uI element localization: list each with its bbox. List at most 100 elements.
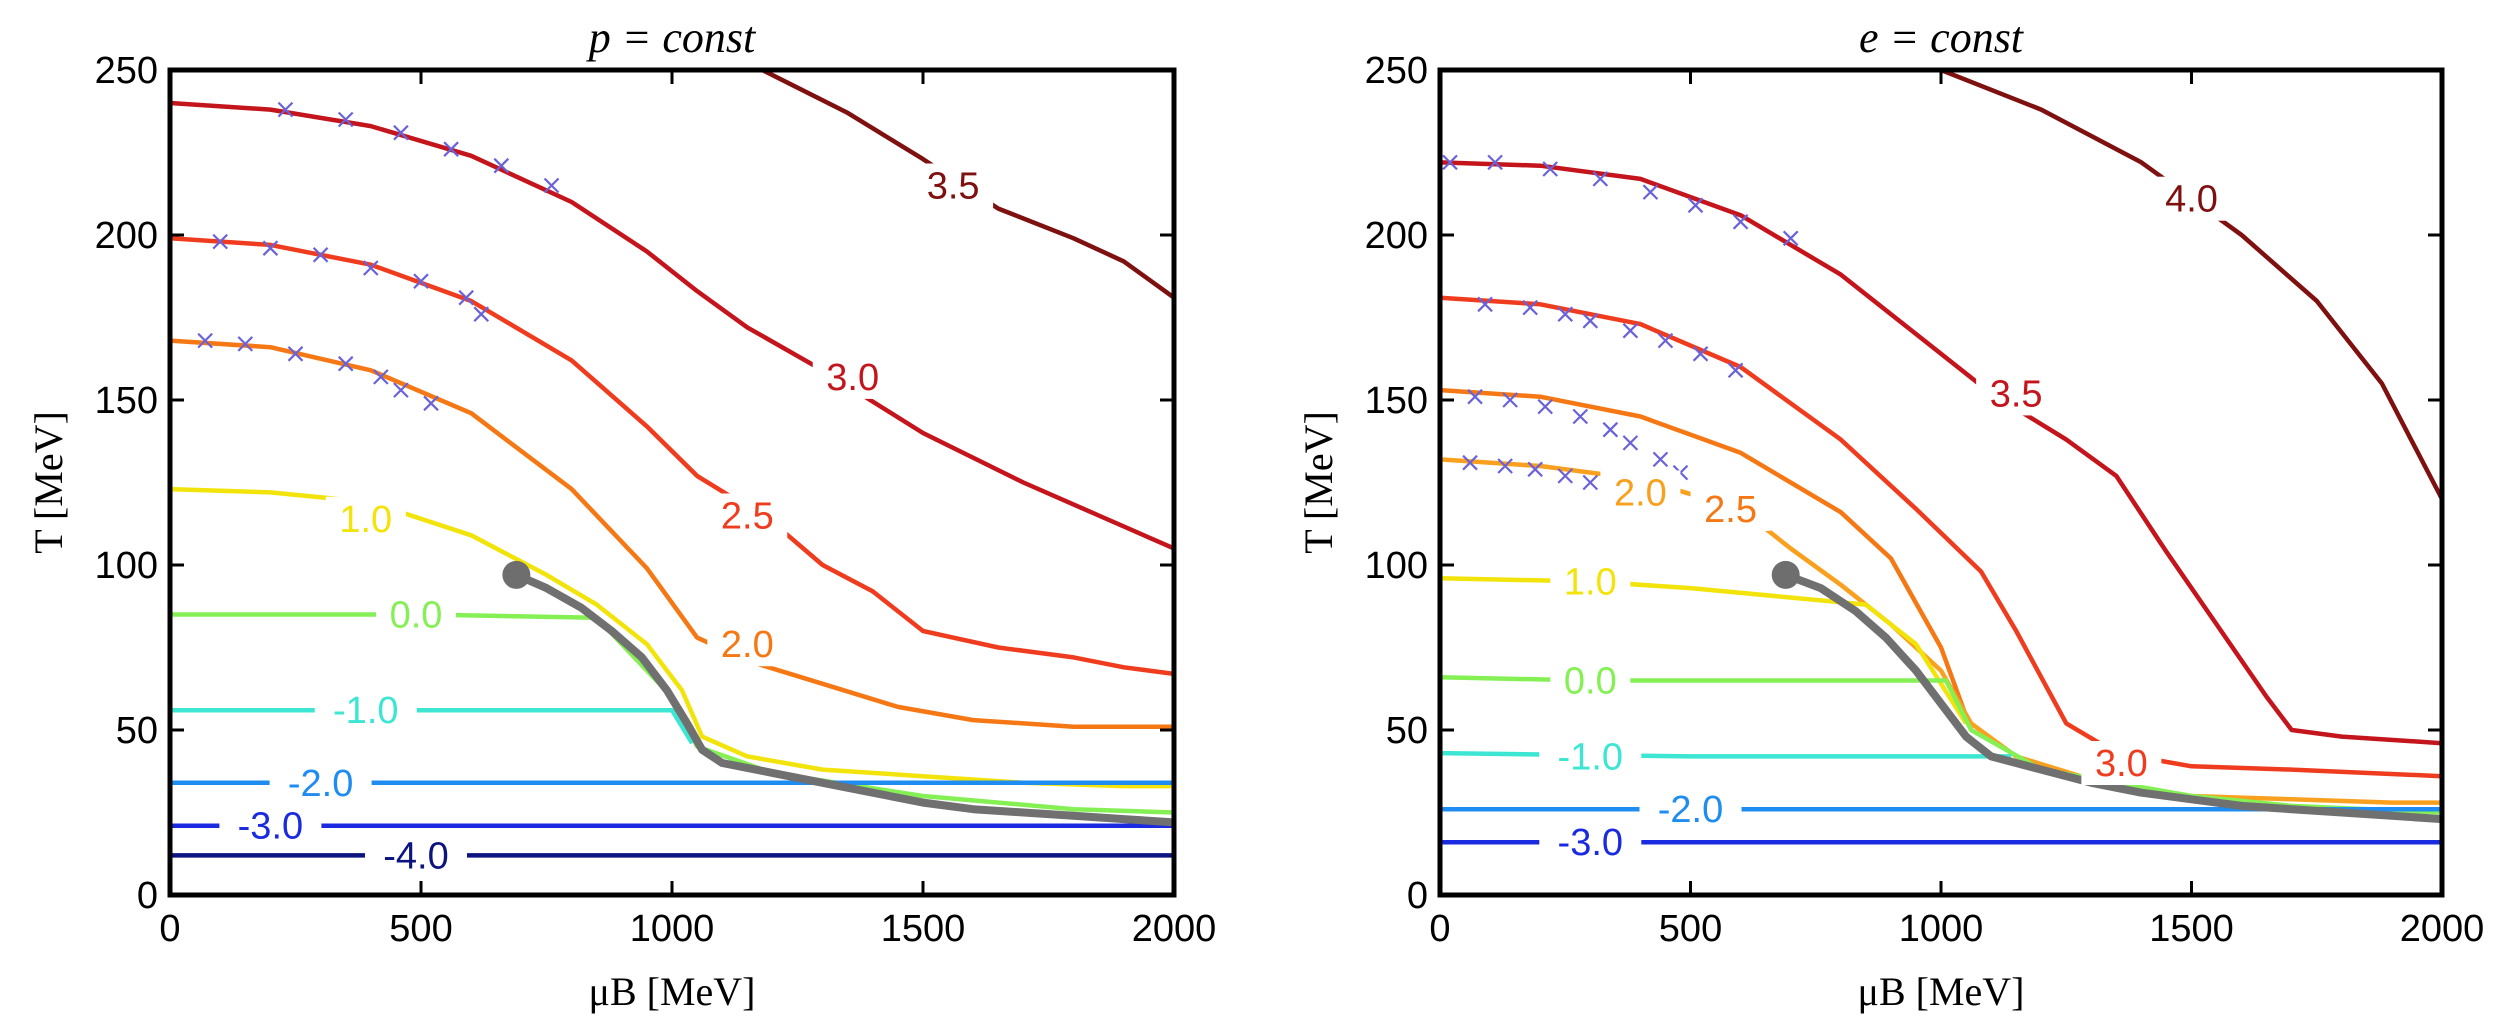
contour-label-bg [707,622,788,667]
contour-label: 2.0 [721,624,774,666]
y-axis-label: T [MeV] [1296,411,1341,554]
contour-line [1440,160,2442,746]
contour-label-bg [812,354,893,399]
contour-label-bg [375,592,456,637]
contour-label-bg [1550,658,1631,703]
lattice-marker [413,273,429,289]
lattice-marker [1542,161,1558,177]
x-tick-label: 1500 [881,908,966,950]
contour-label: 3.5 [1990,373,2043,415]
x-tick-label: 1000 [1899,908,1984,950]
x-tick-label: 0 [1429,908,1450,950]
y-axis-label: T [MeV] [26,411,71,554]
lattice-marker [393,382,409,398]
critical-point [1771,560,1800,589]
x-tick-label: 0 [159,908,180,950]
lattice-marker [1557,306,1574,322]
chart-title: e = const [1859,13,2025,62]
transition-line [512,570,1174,827]
lattice-marker [423,395,439,412]
contour-label-bg [219,803,322,848]
lattice-marker [1477,296,1493,313]
contour-label-bg [2081,741,2162,785]
lattice-marker [1557,468,1574,484]
lattice-marker [1582,313,1599,329]
contour-label: 3.0 [826,357,879,399]
lattice-marker [277,101,294,118]
contour-label-bg [707,493,788,538]
lattice-marker [1527,461,1543,478]
y-tick-label: 250 [95,50,158,92]
plot-area: 3.5 3.0 2.5 2.0 1.0 0.0 -1.0 -2.0-3.0 -4.0 [170,70,1174,878]
lattice-marker [1692,346,1709,362]
lattice-marker [337,111,354,128]
panel-energy-density: 4.03.53.02.52.01.00.0-1.0-2.0-3.00 500 100… [1296,13,2484,1014]
lattice-marker [493,157,510,174]
lattice-marker [1687,197,1704,214]
lattice-marker [212,233,228,250]
contour-label-bg [1550,559,1631,604]
contour-label-bg [269,760,372,805]
contour-line [170,100,1174,551]
contour-label: 1.0 [339,499,392,541]
y-tick-label: 0 [1407,875,1428,917]
x-axis-label: μB [MeV] [1858,969,2025,1014]
lattice-marker [1462,454,1478,471]
lattice-marker [1537,398,1553,415]
lattice-marker [473,306,490,322]
contour-label: -3.0 [1558,822,1623,864]
panel-pressure: 3.53.02.52.01.00.0-1.0-2.0-3.0-4.00 500 10… [26,13,1216,1014]
contour-label: 3.5 [927,166,980,208]
lattice-marker [197,332,213,349]
chart-title: p = const [586,13,757,62]
lattice-marker [373,369,389,385]
contour-label: 2.0 [1614,472,1667,514]
y-tick-label: 150 [1365,380,1428,422]
lattice-marker [1582,474,1599,491]
contour-line [1440,295,2442,779]
x-tick-label: 500 [389,908,452,950]
lattice-marker [287,346,304,362]
lattice-marker [1622,435,1639,451]
contour-line [170,236,1174,677]
contour-label: 2.5 [721,496,774,538]
x-tick-label: 1000 [630,908,715,950]
contour-label-bg [1976,371,2057,416]
contour-label-bg [1639,787,1742,832]
lattice-marker [1652,451,1669,468]
contour-line [1940,70,2442,501]
contour-label-bg [1539,734,1642,779]
y-tick-label: 200 [95,215,158,257]
contour-label-bg [2151,176,2232,221]
lattice-marker [1592,171,1609,187]
lattice-marker [1572,408,1589,425]
contour-label: 0.0 [390,595,443,637]
contour-label-bg [1690,486,1771,531]
contour-label: 4.0 [2165,179,2218,221]
contour-label: -1.0 [1558,736,1623,778]
y-tick-label: 100 [1365,545,1428,587]
contour-label-bg [1600,470,1681,515]
contour-label-bg [325,496,406,541]
lattice-marker [1497,458,1513,474]
contour-line [761,70,1174,300]
contour-label: -2.0 [288,763,353,805]
lattice-marker [1502,392,1518,408]
contour-label-bg [314,688,417,733]
contour-line [1440,387,1974,731]
x-tick-label: 500 [1659,908,1722,950]
transition-line [1781,570,2442,824]
plot-area: 4.0 3.5 3.0 2.5 2.0 1.0 0.0 -1.0 -2.0 -3.0 [1440,70,2442,865]
contour-label: 2.5 [1704,489,1757,531]
lattice-marker [1467,388,1483,405]
lattice-marker [262,240,279,256]
contour-label-bg [913,163,994,208]
contour-line [1440,575,1969,725]
lattice-marker [543,177,560,194]
y-tick-label: 100 [95,545,158,587]
x-axis-label: μB [MeV] [589,969,756,1014]
lattice-marker [312,247,329,263]
contour-label: 1.0 [1564,562,1617,604]
lattice-marker [458,289,474,306]
